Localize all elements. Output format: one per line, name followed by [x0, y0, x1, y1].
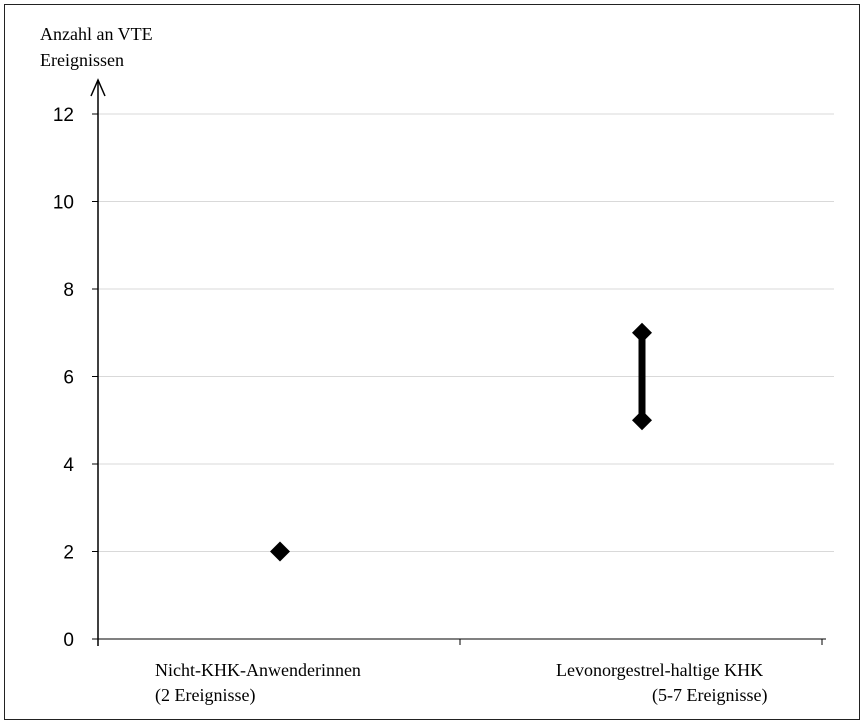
chart-frame [4, 4, 860, 720]
category-label-1-line-1: Nicht-KHK-Anwenderinnen [155, 660, 361, 680]
y-tick-label: 8 [63, 280, 74, 301]
y-axis-label-line-2: Ereignissen [40, 50, 124, 70]
data-point-diamond [632, 322, 652, 343]
x-tick-marks [97, 639, 823, 645]
y-axis-label-line-1: Anzahl an VTE [40, 24, 153, 44]
y-tick-label: 12 [53, 105, 74, 126]
data-point-diamond [632, 410, 652, 431]
category-label-2-line-2: (5-7 Ereignisse) [652, 685, 767, 706]
y-tick-label: 6 [63, 368, 74, 389]
y-axis-arrowhead [90, 78, 106, 97]
y-tick-label: 0 [63, 630, 74, 651]
category-label-2-line-1: Levonorgestrel-haltige KHK [556, 660, 763, 680]
y-tick-label: 10 [53, 193, 74, 214]
y-tick-labels: 0 2 4 6 8 10 12 [53, 105, 75, 651]
category-label-1-line-2: (2 Ereignisse) [155, 685, 255, 706]
axes [90, 78, 826, 646]
y-tick-label: 4 [63, 455, 74, 476]
gridlines [92, 113, 834, 640]
data-point-diamond [270, 541, 290, 562]
y-tick-label: 2 [63, 543, 74, 564]
category-labels: Nicht-KHK-Anwenderinnen (2 Ereignisse) Lev… [155, 660, 767, 706]
data-marks [270, 322, 652, 562]
